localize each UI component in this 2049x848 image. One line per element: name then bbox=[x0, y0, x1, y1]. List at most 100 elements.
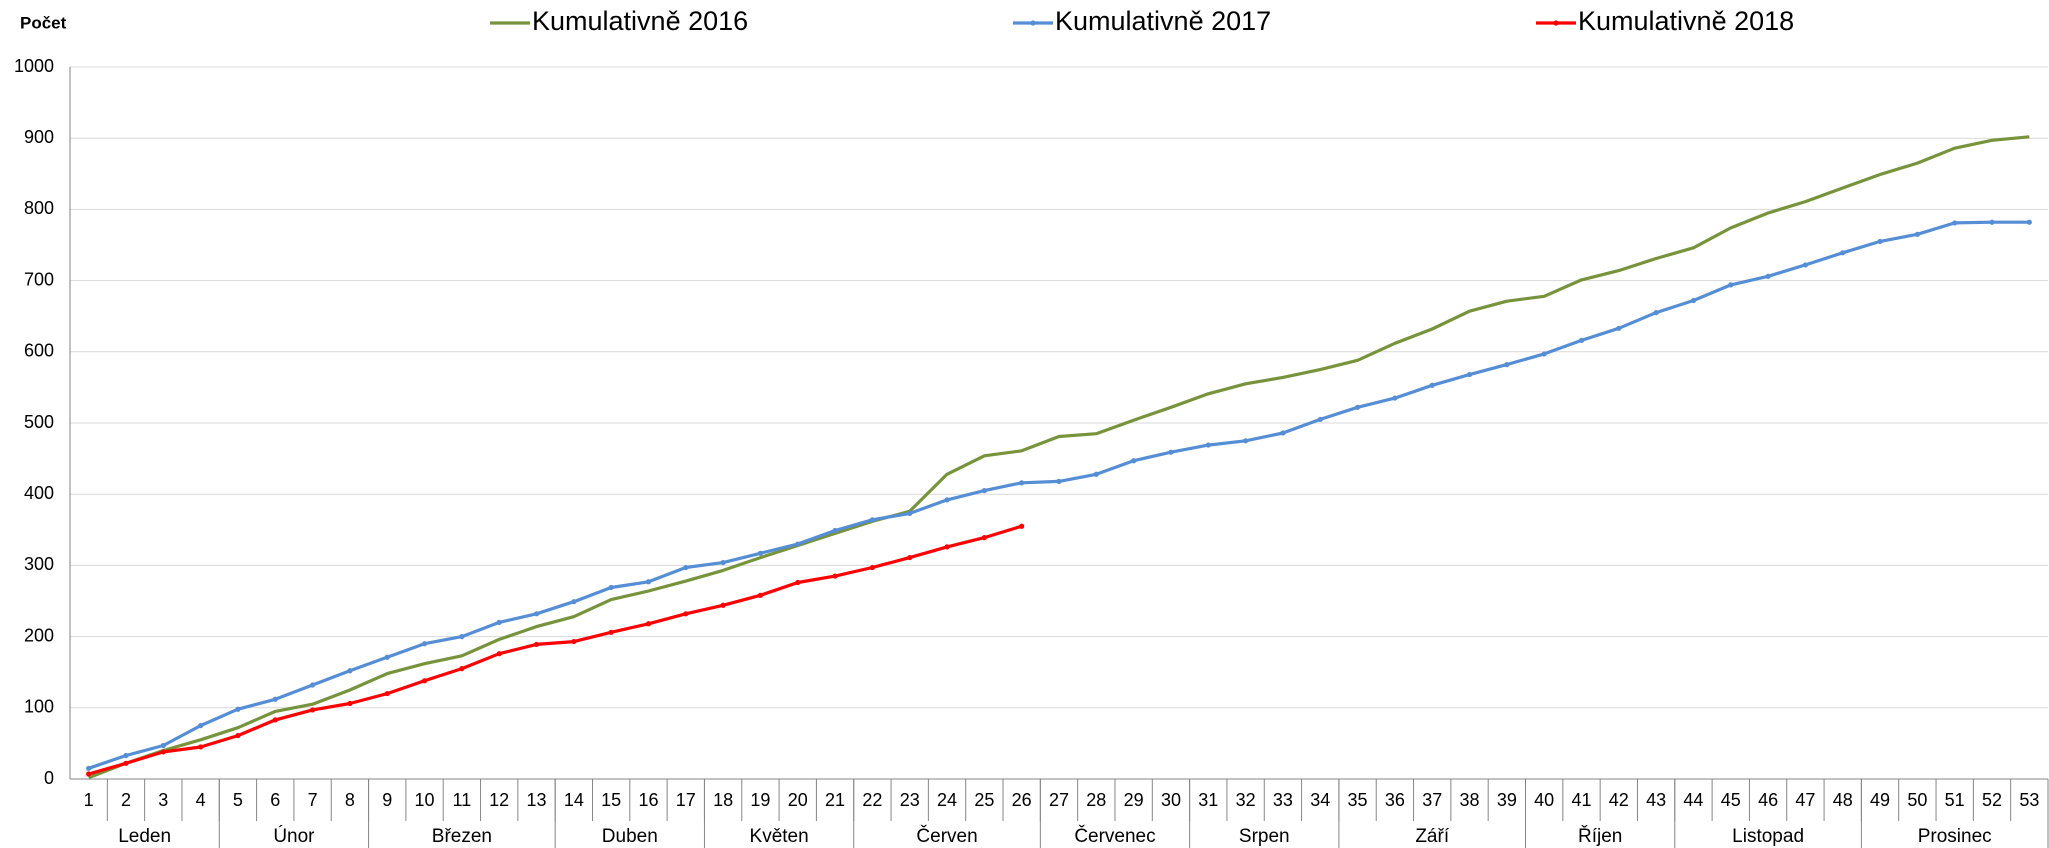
month-label: Říjen bbox=[1578, 825, 1622, 847]
series-marker bbox=[944, 544, 950, 550]
series-marker bbox=[832, 527, 838, 534]
series-marker bbox=[1243, 438, 1249, 444]
x-tick-label: 11 bbox=[453, 790, 472, 810]
series-marker bbox=[1280, 430, 1286, 436]
legend-marker bbox=[1030, 20, 1036, 26]
x-tick-label: 4 bbox=[196, 790, 206, 810]
series-marker bbox=[384, 654, 390, 660]
series-marker bbox=[1056, 478, 1062, 484]
legend-label: Kumulativně 2016 bbox=[532, 6, 748, 36]
series-marker bbox=[459, 666, 465, 672]
series-marker bbox=[1168, 449, 1174, 455]
month-label: Červen bbox=[916, 825, 977, 847]
x-tick-label: 5 bbox=[233, 790, 243, 810]
x-tick-label: 34 bbox=[1310, 790, 1330, 810]
series-marker bbox=[1840, 250, 1846, 256]
series-marker bbox=[347, 668, 353, 674]
series-marker bbox=[1504, 362, 1510, 368]
x-tick-label: 36 bbox=[1385, 790, 1405, 810]
x-tick-label: 3 bbox=[158, 790, 168, 810]
x-tick-label: 45 bbox=[1721, 790, 1741, 810]
x-tick-label: 6 bbox=[270, 790, 280, 810]
y-tick-label: 600 bbox=[24, 341, 54, 361]
series-marker bbox=[1541, 351, 1547, 357]
series-line bbox=[88, 135, 2030, 780]
y-tick-label: 900 bbox=[24, 127, 54, 147]
series-marker bbox=[1616, 325, 1622, 331]
series-marker bbox=[795, 579, 801, 586]
legend-label: Kumulativně 2017 bbox=[1055, 6, 1271, 36]
x-tick-label: 25 bbox=[974, 790, 994, 810]
series-marker bbox=[309, 682, 316, 688]
x-tick-label: 16 bbox=[638, 790, 658, 810]
series-marker bbox=[384, 690, 390, 697]
x-tick-label: 53 bbox=[2019, 790, 2039, 810]
series-marker bbox=[1466, 371, 1473, 378]
x-tick-label: 13 bbox=[526, 790, 546, 810]
x-tick-label: 42 bbox=[1609, 790, 1629, 810]
x-tick-label: 18 bbox=[713, 790, 733, 810]
series-marker bbox=[421, 678, 428, 684]
x-tick-label: 15 bbox=[601, 790, 621, 810]
x-tick-label: 9 bbox=[382, 790, 392, 810]
series-marker bbox=[757, 592, 764, 598]
x-tick-label: 12 bbox=[489, 790, 509, 810]
x-tick-label: 52 bbox=[1982, 790, 2002, 810]
month-label: Duben bbox=[602, 826, 658, 847]
series-marker bbox=[1093, 471, 1099, 477]
series-marker bbox=[235, 706, 241, 712]
series-marker bbox=[272, 696, 278, 702]
series-marker bbox=[1802, 262, 1809, 268]
y-tick-label: 200 bbox=[24, 625, 54, 645]
series-marker bbox=[421, 641, 428, 647]
x-tick-label: 31 bbox=[1198, 790, 1218, 810]
x-tick-label: 19 bbox=[750, 790, 770, 810]
x-tick-label: 28 bbox=[1086, 790, 1106, 810]
x-tick-label: 8 bbox=[345, 790, 355, 810]
series-marker bbox=[720, 602, 726, 608]
month-label: Červenec bbox=[1074, 825, 1155, 847]
series-line bbox=[88, 220, 2030, 770]
x-tick-label: 32 bbox=[1236, 790, 1256, 810]
x-tick-label: 41 bbox=[1571, 790, 1591, 810]
month-label: Březen bbox=[432, 826, 492, 847]
x-tick-label: 17 bbox=[676, 790, 696, 810]
y-tick-label: 0 bbox=[44, 768, 54, 788]
x-tick-label: 26 bbox=[1012, 790, 1032, 810]
series-marker bbox=[869, 564, 875, 571]
series-marker bbox=[608, 629, 614, 635]
series-marker bbox=[907, 510, 913, 517]
series-marker bbox=[1019, 480, 1025, 486]
series-marker bbox=[1578, 337, 1585, 344]
series-marker bbox=[571, 599, 577, 605]
x-tick-label: 50 bbox=[1907, 790, 1927, 810]
series-marker bbox=[981, 488, 987, 494]
y-tick-label: 500 bbox=[24, 412, 54, 432]
series-marker bbox=[235, 732, 241, 739]
legend-label: Kumulativně 2018 bbox=[1578, 6, 1794, 36]
y-tick-label: 1000 bbox=[14, 56, 54, 76]
series-marker bbox=[1429, 382, 1435, 388]
x-tick-label: 20 bbox=[788, 790, 808, 810]
series-marker bbox=[160, 742, 166, 749]
x-tick-label: 14 bbox=[564, 790, 584, 810]
series-marker bbox=[720, 559, 726, 566]
y-tick-label: 300 bbox=[24, 554, 54, 574]
series-marker bbox=[1989, 219, 1995, 225]
series-marker bbox=[272, 717, 278, 723]
x-tick-label: 1 bbox=[84, 790, 94, 810]
x-tick-label: 7 bbox=[308, 790, 318, 810]
series-marker bbox=[123, 752, 129, 759]
series-marker bbox=[645, 579, 652, 585]
series-marker bbox=[608, 584, 614, 591]
series-marker bbox=[795, 541, 801, 547]
series-marker bbox=[1354, 404, 1361, 410]
series-marker bbox=[1877, 238, 1883, 245]
series-marker bbox=[571, 638, 577, 645]
series-marker bbox=[309, 707, 316, 713]
x-tick-label: 46 bbox=[1758, 790, 1778, 810]
series-marker bbox=[832, 573, 838, 579]
x-tick-label: 24 bbox=[937, 790, 957, 810]
series-marker bbox=[1690, 297, 1697, 304]
